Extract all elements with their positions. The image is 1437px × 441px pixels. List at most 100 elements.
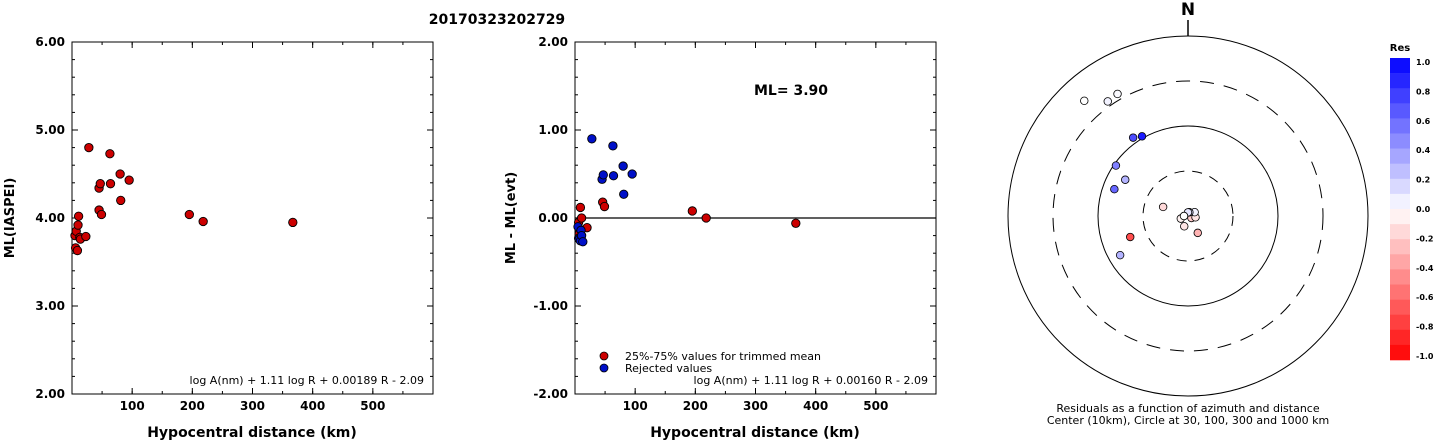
data-point (96, 209, 107, 220)
data-point (81, 231, 91, 242)
panel1-ytick-label: 3.00 (35, 299, 65, 313)
panel2-ytick-label: 0.00 (538, 211, 568, 225)
panel2-xtick-label: 400 (803, 399, 828, 413)
station-point (1110, 184, 1119, 194)
colorbar-cells (1390, 58, 1410, 361)
colorbar-tick-label: 0.0 (1416, 205, 1431, 214)
ml-residual-panel: -2.00 -1.00 0.00 1.00 2.00 100 200 300 400 500 Hy… (504, 35, 937, 441)
panel2-ml-annotation: ML= 3.90 (754, 83, 828, 99)
ring-30km (1142, 170, 1234, 262)
data-point (575, 202, 586, 213)
colorbar-ticks: 1.0 0.8 0.6 0.4 0.2 0.0 -0.2 -0.4 -0.6 -0.8 -1.0 (1416, 58, 1434, 361)
panel2-points (573, 134, 801, 247)
colorbar-title: Res (1390, 43, 1410, 54)
panel2-xlabel: Hypocentral distance (km) (650, 425, 860, 441)
data-point (73, 211, 84, 221)
station-point (1137, 132, 1147, 141)
colorbar-tick-label: -1.0 (1416, 352, 1434, 361)
polar-caption-line1: Residuals as a function of azimuth and d… (1056, 402, 1319, 415)
data-point (687, 206, 697, 216)
panel2-ticks: -2.00 -1.00 0.00 1.00 2.00 100 200 300 400 500 (533, 35, 936, 413)
station-point (1103, 97, 1112, 106)
panel2-formula: log A(nm) + 1.11 log R + 0.00160 R - 2.0… (694, 374, 928, 387)
colorbar-cell (1390, 269, 1410, 285)
station-point (1193, 228, 1202, 238)
colorbar-cell (1390, 118, 1410, 134)
data-point (105, 149, 115, 159)
data-point (598, 170, 608, 180)
panel2-ytick-label: -1.00 (533, 299, 568, 313)
data-point (701, 213, 711, 223)
legend-label-rejected: Rejected values (625, 362, 712, 375)
panel2-xtick-label: 100 (623, 399, 648, 413)
panel1-ytick-label: 5.00 (35, 123, 65, 137)
colorbar-tick-label: -0.4 (1416, 264, 1434, 273)
colorbar-cell (1390, 299, 1410, 315)
colorbar-tick-label: -0.6 (1416, 293, 1434, 302)
colorbar-cell (1390, 209, 1410, 225)
figure-title: 20170323202729 (429, 12, 565, 28)
data-point (105, 179, 116, 189)
panel2-ytick-label: 1.00 (538, 123, 568, 137)
ring-100km (1097, 125, 1279, 307)
station-point (1115, 250, 1125, 260)
data-point (608, 141, 618, 151)
data-point (627, 169, 637, 179)
colorbar-cell (1390, 163, 1410, 180)
station-point (1158, 202, 1168, 212)
colorbar-tick-label: 0.4 (1416, 146, 1431, 155)
data-point (115, 169, 125, 179)
data-point (288, 217, 298, 228)
colorbar-cell (1390, 224, 1410, 240)
data-point (84, 142, 94, 153)
panel1-formula: log A(nm) + 1.11 log R + 0.00189 R - 2.0… (190, 374, 424, 387)
data-point (587, 134, 597, 144)
colorbar-tick-label: 0.2 (1416, 176, 1430, 185)
colorbar-cell (1390, 178, 1410, 195)
panel1-points (70, 142, 298, 256)
colorbar-cell (1390, 103, 1410, 119)
panel1-xtick-label: 300 (240, 399, 265, 413)
colorbar-cell (1390, 329, 1410, 346)
data-point (576, 213, 587, 223)
legend-marker-rejected (599, 363, 609, 373)
panel2-ylabel: ML - ML(evt) (504, 172, 519, 264)
station-point (1111, 161, 1121, 170)
colorbar-cell (1390, 148, 1410, 164)
colorbar-tick-label: -0.8 (1416, 323, 1434, 332)
colorbar-cell (1390, 239, 1410, 255)
panel2-xtick-label: 200 (683, 399, 708, 413)
colorbar-tick-label: -0.2 (1416, 234, 1434, 243)
data-point (578, 237, 588, 247)
station-point (1121, 175, 1130, 184)
station-point (1179, 211, 1189, 221)
data-point (124, 175, 134, 185)
panel1-xtick-label: 400 (300, 399, 325, 413)
station-residual-points (1080, 89, 1202, 260)
panel2-xtick-label: 500 (863, 399, 888, 413)
legend-marker-trimmed (599, 351, 609, 361)
colorbar-cell (1390, 133, 1410, 149)
residual-colorbar: Res 1.0 0.8 0.6 0.4 0.2 0.0 -0.2 -0.4 -0.6 -0.8 -1… (1390, 43, 1434, 361)
colorbar-tick-label: 0.8 (1416, 87, 1431, 96)
colorbar-cell (1390, 88, 1410, 104)
panel2-ytick-label: 2.00 (538, 35, 568, 49)
station-point (1180, 222, 1189, 231)
ring-1000km (1007, 35, 1369, 397)
data-point (116, 195, 126, 206)
polar-caption-line2: Center (10km), Circle at 30, 100, 300 an… (1047, 414, 1329, 427)
colorbar-cell (1390, 58, 1410, 74)
panel1-ticks: 2.00 3.00 4.00 5.00 6.00 100 200 300 400 500 (35, 35, 433, 413)
panel1-ylabel: ML(IASPEI) (3, 178, 18, 259)
station-point (1080, 96, 1089, 106)
ml-vs-distance-panel: 2.00 3.00 4.00 5.00 6.00 100 200 300 400 500 Hypo… (3, 35, 434, 441)
data-point (599, 201, 610, 212)
colorbar-cell (1390, 344, 1410, 361)
data-point (791, 218, 801, 228)
colorbar-cell (1390, 73, 1410, 89)
data-point (95, 179, 105, 189)
panel1-xtick-label: 200 (180, 399, 205, 413)
data-point (73, 220, 83, 230)
panel1-xlabel: Hypocentral distance (km) (147, 425, 357, 441)
